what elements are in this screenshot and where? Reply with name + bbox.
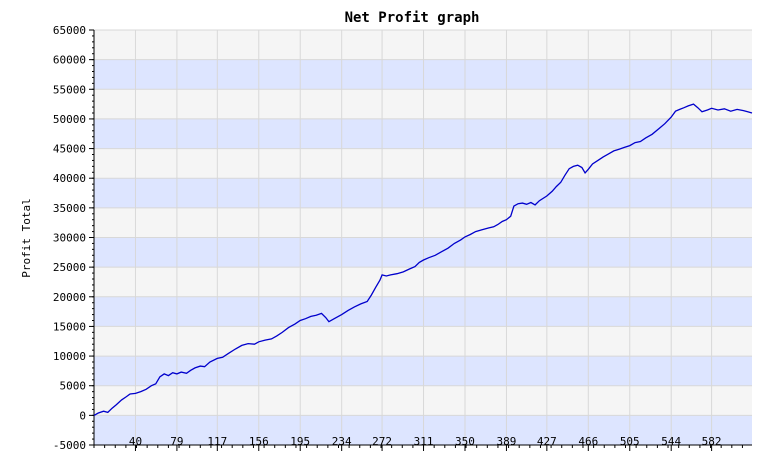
x-tick-label-6: 272 <box>372 435 392 448</box>
x-tick-label-7: 311 <box>414 435 434 448</box>
y-tick-label-14: 65000 <box>53 24 86 37</box>
y-tick-label-5: 20000 <box>53 291 86 304</box>
y-tick-label-10: 45000 <box>53 143 86 156</box>
y-axis-ticks: -5000 0 5000 10000 15000 20000 25000 30000 35000… <box>53 24 94 452</box>
x-tick-label-0: 40 <box>129 435 142 448</box>
band-1 <box>94 385 752 416</box>
y-tick-label-11: 50000 <box>53 113 86 126</box>
band-3 <box>94 326 752 357</box>
x-tick-label-9: 389 <box>497 435 517 448</box>
x-tick-label-3: 156 <box>249 435 269 448</box>
grid-lines <box>94 29 752 446</box>
band-10 <box>94 118 752 149</box>
series-line-profit <box>93 103 753 416</box>
x-axis-ticks: 40 79 117 156 195 234 272 311 350 389 427 466 505 544… <box>129 435 722 451</box>
band-11 <box>94 89 752 119</box>
y-tick-label-1: 0 <box>79 409 86 422</box>
band-6 <box>94 237 752 268</box>
band-12 <box>94 59 752 90</box>
band-9 <box>94 148 752 179</box>
x-tick-label-14: 582 <box>702 435 722 448</box>
y-tick-label-6: 25000 <box>53 261 86 274</box>
x-tick-label-8: 350 <box>455 435 475 448</box>
band-4 <box>94 296 752 327</box>
y-tick-label-13: 60000 <box>53 54 86 67</box>
y-tick-label-12: 55000 <box>53 83 86 96</box>
band-8 <box>94 178 752 208</box>
x-tick-label-1: 79 <box>170 435 183 448</box>
band-7 <box>94 207 752 238</box>
x-tick-label-10: 427 <box>537 435 557 448</box>
x-tick-label-4: 195 <box>290 435 310 448</box>
x-tick-label-5: 234 <box>332 435 352 448</box>
y-tick-label-4: 15000 <box>53 320 86 333</box>
chart-title: Net Profit graph <box>345 10 480 26</box>
band-13 <box>94 30 752 60</box>
x-tick-label-13: 544 <box>661 435 681 448</box>
y-tick-label-9: 40000 <box>53 172 86 185</box>
y-tick-label-7: 30000 <box>53 232 86 245</box>
x-tick-label-2: 117 <box>207 435 227 448</box>
x-tick-label-12: 505 <box>620 435 640 448</box>
band-5 <box>94 267 752 297</box>
y-tick-label-8: 35000 <box>53 202 86 215</box>
y-tick-label-0: -5000 <box>53 439 86 452</box>
band-2 <box>94 356 752 386</box>
y-tick-label-3: 10000 <box>53 350 86 363</box>
band-0 <box>94 415 752 445</box>
background-bands <box>94 30 752 445</box>
x-tick-label-11: 466 <box>578 435 598 448</box>
y-tick-label-2: 5000 <box>60 380 87 393</box>
y-axis-title: Profit Total <box>20 198 33 277</box>
